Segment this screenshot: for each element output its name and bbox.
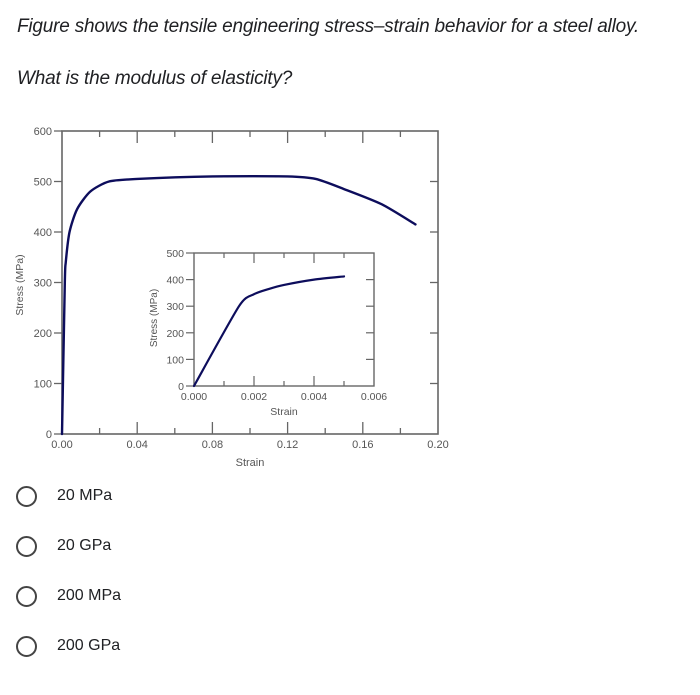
option-200-gpa[interactable]: 200 GPa: [16, 632, 120, 660]
option-20-gpa[interactable]: 20 GPa: [16, 532, 111, 560]
x-tick-label: 0.12: [277, 439, 298, 451]
option-label: 20 MPa: [57, 487, 113, 504]
option-label: 200 GPa: [57, 637, 121, 654]
inset-curve: [192, 275, 346, 388]
x-tick-label: 0.000: [181, 391, 207, 403]
y-tick-label: 200: [166, 328, 184, 340]
radio-icon[interactable]: [16, 585, 37, 607]
radio-icon[interactable]: [16, 485, 37, 507]
x-tick-label: 0.04: [126, 439, 147, 451]
y-tick-label: 300: [166, 301, 184, 313]
inset-ylabel: Stress (MPa): [149, 289, 160, 347]
x-tick-label: 0.006: [361, 391, 387, 403]
y-tick-label: 400: [166, 275, 184, 287]
inset-xlabel: Strain: [270, 406, 298, 418]
x-tick-label: 0.00: [51, 439, 72, 451]
x-tick-label: 0.20: [427, 439, 448, 451]
option-200-mpa[interactable]: 200 MPa: [16, 582, 121, 610]
radio-icon[interactable]: [16, 635, 37, 657]
main-xlabel: Strain: [236, 457, 265, 469]
main-curve: [60, 175, 417, 436]
option-label: 20 GPa: [57, 537, 112, 554]
inset-plot: 0 100 200 300 400 500 0.000 0.002 0.004 0.006 St…: [149, 248, 387, 418]
y-tick-label: 500: [166, 248, 184, 260]
y-tick-label: 0: [46, 429, 52, 441]
x-tick-label: 0.002: [241, 391, 267, 403]
x-tick-label: 0.08: [202, 439, 223, 451]
question-line-2: What is the modulus of elasticity?: [17, 68, 293, 89]
y-tick-label: 600: [34, 126, 52, 138]
y-tick-label: 200: [34, 328, 52, 340]
y-tick-label: 500: [34, 177, 52, 189]
stress-strain-chart: 0 100 200 300 400 500 600 0.00 0.04 0.08 0.12 0.16…: [14, 126, 449, 469]
option-label: 200 MPa: [57, 587, 122, 604]
x-tick-label: 0.004: [301, 391, 327, 403]
option-20-mpa[interactable]: 20 MPa: [16, 482, 112, 510]
y-tick-label: 100: [34, 379, 52, 391]
main-plot: 0 100 200 300 400 500 600 0.00 0.04 0.08 0.12 0.16…: [14, 126, 449, 469]
question-line-1: Figure shows the tensile engineering str…: [17, 16, 639, 37]
y-tick-label: 0: [178, 381, 184, 393]
main-ylabel: Stress (MPa): [14, 254, 26, 315]
x-tick-label: 0.16: [352, 439, 373, 451]
y-tick-label: 300: [34, 278, 52, 290]
y-tick-label: 400: [34, 227, 52, 239]
y-tick-label: 100: [166, 354, 184, 366]
radio-icon[interactable]: [16, 535, 37, 557]
